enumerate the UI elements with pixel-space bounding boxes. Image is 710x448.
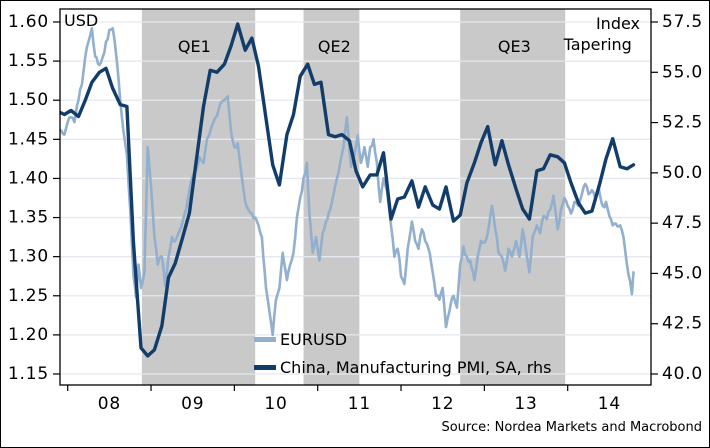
left-axis-tick-label: 1.60 <box>8 12 49 32</box>
left-axis-tick-label: 1.55 <box>8 51 49 71</box>
right-axis-tick-label: 47.5 <box>662 213 703 233</box>
x-axis-tick-label: 09 <box>181 394 204 414</box>
right-axis-tick-label: 50.0 <box>662 163 703 183</box>
annotation-label-tapering: Tapering <box>563 35 632 54</box>
right-axis-tick-label: 45.0 <box>662 263 703 283</box>
right-axis-tick-label: 52.5 <box>662 113 703 133</box>
left-axis-unit-label: USD <box>64 11 99 30</box>
right-axis-tick-label: 55.0 <box>662 62 703 82</box>
left-axis-tick-label: 1.40 <box>8 168 49 188</box>
annotation-label-qe1: QE1 <box>177 37 211 56</box>
x-axis-tick-label: 11 <box>348 394 371 414</box>
left-axis-tick-label: 1.45 <box>8 129 49 149</box>
series-line-eurusd <box>60 27 635 337</box>
annotation-label-qe3: QE3 <box>497 37 531 56</box>
right-axis-tick-label: 57.5 <box>662 12 703 32</box>
left-axis-tick-label: 1.30 <box>8 247 49 267</box>
shaded-band-qe2 <box>303 9 360 385</box>
eurusd-line-swatch <box>254 337 276 342</box>
right-axis-tick-label: 40.0 <box>662 364 703 384</box>
left-axis-tick-label: 1.20 <box>8 325 49 345</box>
legend: EURUSD China, Manufacturing PMI, SA, rhs <box>254 330 552 377</box>
x-axis-tick-label: 12 <box>431 394 454 414</box>
annotation-label-qe2: QE2 <box>317 37 351 56</box>
left-axis-tick-label: 1.35 <box>8 208 49 228</box>
legend-item-china-pmi: China, Manufacturing PMI, SA, rhs <box>254 358 552 377</box>
plot-border <box>59 8 652 386</box>
legend-label-china-pmi: China, Manufacturing PMI, SA, rhs <box>280 358 552 377</box>
x-axis-tick-label: 10 <box>264 394 287 414</box>
shaded-band-qe3 <box>460 9 566 385</box>
right-axis-unit-label: Index <box>595 14 640 33</box>
china-pmi-line-swatch <box>254 365 276 370</box>
left-axis-tick-label: 1.50 <box>8 90 49 110</box>
source-attribution: Source: Nordea Markets and Macrobond <box>441 420 702 435</box>
x-axis-tick-label: 14 <box>598 394 621 414</box>
series-line-china-pmi <box>60 22 636 358</box>
right-axis-tick-label: 42.5 <box>662 314 703 334</box>
legend-item-eurusd: EURUSD <box>254 330 552 349</box>
legend-label-eurusd: EURUSD <box>280 330 348 349</box>
left-axis-tick-label: 1.25 <box>8 286 49 306</box>
x-axis-tick-label: 13 <box>514 394 537 414</box>
shaded-band-qe1 <box>141 9 256 385</box>
left-axis-tick-label: 1.15 <box>8 364 49 384</box>
x-axis-tick-label: 08 <box>98 394 121 414</box>
